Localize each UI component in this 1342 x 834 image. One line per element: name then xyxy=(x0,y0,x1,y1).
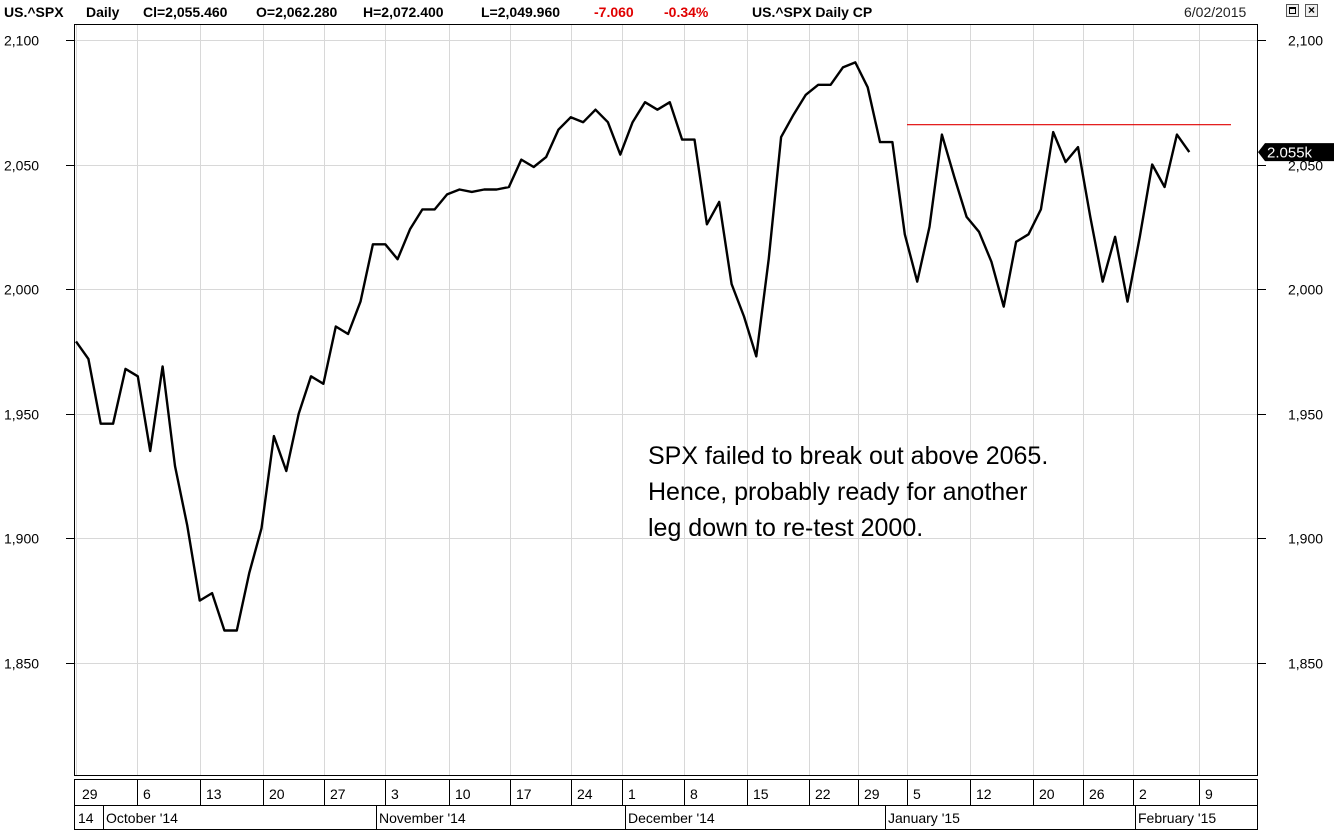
last-value-tag xyxy=(1258,143,1334,162)
x-day-tick-label: 2 xyxy=(1139,786,1147,802)
x-month-label: November '14 xyxy=(379,810,466,826)
right-y-tick-label: 1,900 xyxy=(1288,531,1323,547)
right-y-axis: 1,850 1,900 1,950 2,000 2,050 2,100 xyxy=(1257,33,1323,672)
x-day-tick-label: 12 xyxy=(976,786,992,802)
left-y-tick-label: 2,000 xyxy=(4,282,39,298)
close-window-icon[interactable]: × xyxy=(1305,4,1318,17)
annotation-line-3: leg down to re-test 2000. xyxy=(648,514,923,542)
annotation-line-2: Hence, probably ready for another xyxy=(648,478,1027,506)
x-day-tick-label: 9 xyxy=(1205,786,1213,802)
right-y-tick-label: 2,100 xyxy=(1288,33,1323,49)
x-day-tick-label: 5 xyxy=(913,786,921,802)
high-value: H=2,072.400 xyxy=(363,4,444,20)
change-value: -7.060 xyxy=(594,4,634,20)
low-value: L=2,049.960 xyxy=(481,4,561,20)
x-day-tick-label: 13 xyxy=(206,786,222,802)
x-month-label: October '14 xyxy=(106,810,178,826)
restore-window-icon[interactable] xyxy=(1286,4,1299,17)
period-label: Daily xyxy=(86,4,120,20)
x-month-label: February '15 xyxy=(1138,810,1216,826)
x-month-label: December '14 xyxy=(628,810,715,826)
x-day-tick-label: 24 xyxy=(577,786,593,802)
right-y-tick-label: 2,000 xyxy=(1288,282,1323,298)
x-axis: 29 6 13 20 27 3 10 17 24 1 8 15 22 29 5 12 20 26 2 914 Octob… xyxy=(74,779,1258,830)
x-day-tick-label: 22 xyxy=(815,786,831,802)
series-label: US.^SPX Daily CP xyxy=(752,4,873,20)
x-month-label: 14 xyxy=(78,810,94,826)
right-y-tick-label: 1,950 xyxy=(1288,407,1323,423)
left-y-tick-label: 1,850 xyxy=(4,656,39,672)
left-y-tick-label: 1,900 xyxy=(4,531,39,547)
x-day-tick-label: 1 xyxy=(628,786,636,802)
x-axis-month-row xyxy=(74,805,1258,830)
x-month-label: January '15 xyxy=(888,810,960,826)
x-day-tick-label: 20 xyxy=(269,786,285,802)
date-label: 6/02/2015 xyxy=(1184,4,1247,20)
change-percent: -0.34% xyxy=(664,4,709,20)
left-y-tick-label: 2,100 xyxy=(4,33,39,49)
symbol-label: US.^SPX xyxy=(4,4,64,20)
chart-gridlines xyxy=(75,25,1257,775)
left-y-tick-label: 2,050 xyxy=(4,158,39,174)
x-day-tick-label: 3 xyxy=(391,786,399,802)
last-value-marker: 2.055k xyxy=(1258,143,1334,162)
x-axis-day-row xyxy=(74,779,1258,806)
right-y-tick-label: 2,050 xyxy=(1288,158,1323,174)
right-y-tick-label: 1,850 xyxy=(1288,656,1323,672)
x-day-tick-label: 15 xyxy=(753,786,769,802)
x-day-tick-label: 26 xyxy=(1089,786,1105,802)
close-value: Cl=2,055.460 xyxy=(143,4,228,20)
last-value-label: 2.055k xyxy=(1267,145,1313,162)
open-value: O=2,062.280 xyxy=(256,4,338,20)
x-day-tick-label: 17 xyxy=(516,786,532,802)
x-day-tick-label: 29 xyxy=(864,786,880,802)
price-series-line xyxy=(75,61,1191,632)
x-day-tick-label: 27 xyxy=(330,786,346,802)
x-day-tick-label: 20 xyxy=(1039,786,1055,802)
x-day-tick-label: 6 xyxy=(143,786,151,802)
annotation-line-1: SPX failed to break out above 2065. xyxy=(648,442,1048,470)
left-y-axis: 1,850 1,900 1,950 2,000 2,050 2,100 xyxy=(4,33,75,672)
left-y-tick-label: 1,950 xyxy=(4,407,39,423)
chart-title-bar: US.^SPX Daily Cl=2,055.460 O=2,062.280 H… xyxy=(0,0,1342,24)
x-day-tick-label: 29 xyxy=(82,786,98,802)
x-day-tick-label: 8 xyxy=(690,786,698,802)
plot-area-frame xyxy=(74,24,1258,776)
x-day-tick-label: 10 xyxy=(455,786,471,802)
